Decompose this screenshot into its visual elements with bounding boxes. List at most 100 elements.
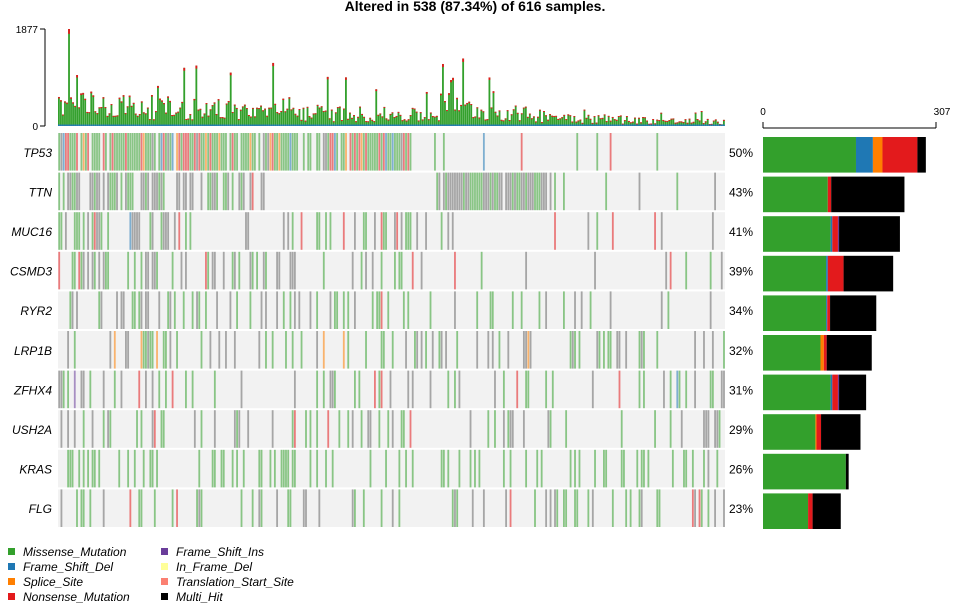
tmb-bar-nonsense bbox=[361, 113, 363, 115]
tmb-bar-nonsense bbox=[316, 104, 319, 106]
tmb-bar bbox=[98, 107, 101, 126]
mutation-cell bbox=[333, 133, 336, 171]
tmb-bar-missense bbox=[165, 112, 167, 126]
mutation-cell bbox=[509, 172, 512, 211]
tmb-bar bbox=[514, 105, 517, 126]
tmb-bar bbox=[332, 121, 335, 126]
gene-bar-segment bbox=[763, 493, 809, 529]
tmb-bar bbox=[76, 75, 79, 126]
mutation-cell bbox=[549, 489, 552, 527]
tmb-bar bbox=[241, 106, 244, 126]
tmb-bar-nonsense bbox=[617, 116, 620, 118]
tmb-bar bbox=[613, 119, 616, 126]
tmb-bar-frameshift bbox=[577, 124, 580, 126]
mutation-cell bbox=[89, 489, 92, 527]
mutation-cell bbox=[358, 370, 361, 409]
tmb-bar-frameshift bbox=[308, 124, 311, 126]
mutation-cell bbox=[113, 331, 116, 369]
tmb-bar-nonsense bbox=[169, 100, 171, 103]
tmb-bar-frameshift bbox=[100, 124, 103, 126]
tmb-bar-nonsense bbox=[330, 109, 333, 111]
mutation-cell bbox=[351, 251, 354, 290]
mutation-cell bbox=[189, 133, 192, 171]
mutation-cell bbox=[233, 410, 236, 448]
tmb-bar-missense bbox=[266, 115, 268, 126]
mutation-cell bbox=[145, 251, 147, 290]
mutation-cell bbox=[89, 172, 92, 211]
mutation-cell bbox=[707, 489, 710, 527]
mutation-cell bbox=[525, 172, 528, 211]
mutation-cell bbox=[402, 291, 405, 329]
tmb-bar bbox=[132, 102, 135, 126]
mutation-cell bbox=[240, 370, 243, 409]
mutation-cell bbox=[242, 133, 245, 171]
tmb-bar bbox=[510, 114, 513, 126]
mutation-cell bbox=[596, 212, 599, 250]
tmb-bar-frameshift bbox=[300, 124, 303, 126]
matrix-row-csmd3 bbox=[58, 251, 725, 290]
tmb-bar-nonsense bbox=[256, 107, 258, 109]
tmb-bar-frameshift bbox=[437, 124, 440, 126]
tmb-bar bbox=[225, 103, 228, 126]
mutation-cell bbox=[465, 172, 467, 211]
tmb-bar bbox=[306, 106, 309, 126]
tmb-bar-frameshift bbox=[648, 124, 651, 126]
tmb-bar bbox=[413, 108, 416, 126]
tmb-bar-nonsense bbox=[211, 105, 214, 107]
mutation-cell bbox=[714, 410, 716, 448]
tmb-bar bbox=[274, 103, 277, 126]
tmb-bar-nonsense bbox=[270, 107, 273, 109]
tmb-bar-frameshift bbox=[591, 124, 594, 126]
mutation-cell bbox=[365, 331, 367, 369]
tmb-bar-frameshift bbox=[508, 124, 511, 126]
tmb-bar-frameshift bbox=[496, 124, 499, 126]
mutation-cell bbox=[107, 212, 110, 250]
tmb-bar-missense bbox=[229, 72, 232, 126]
mutation-cell bbox=[591, 489, 594, 527]
tmb-bar-frameshift bbox=[306, 124, 309, 126]
mutation-cell bbox=[147, 133, 150, 171]
mutation-cell bbox=[711, 212, 714, 250]
tmb-bar-nonsense bbox=[585, 117, 588, 119]
mutation-cell bbox=[487, 410, 490, 448]
tmb-bar bbox=[211, 105, 214, 126]
mutation-cell bbox=[447, 449, 450, 488]
tmb-bar bbox=[636, 123, 638, 126]
mutation-cell bbox=[718, 410, 721, 448]
tmb-bar-missense bbox=[122, 95, 125, 126]
mutation-cell bbox=[683, 449, 685, 488]
mutation-cell bbox=[87, 251, 90, 290]
tmb-bar-frameshift bbox=[587, 124, 590, 126]
tmb-bar-nonsense bbox=[264, 108, 266, 110]
mutation-cell bbox=[91, 172, 94, 211]
mutation-cell bbox=[182, 291, 185, 329]
mutation-cell bbox=[527, 172, 530, 211]
mutation-cell bbox=[76, 172, 78, 211]
tmb-bar bbox=[377, 114, 380, 126]
mutation-cell bbox=[67, 449, 70, 488]
tmb-bar bbox=[674, 122, 677, 126]
mutation-cell bbox=[131, 133, 134, 171]
tmb-bar-missense bbox=[349, 112, 351, 126]
tmb-bar-missense bbox=[474, 116, 477, 126]
mutation-cell bbox=[140, 291, 143, 329]
tmb-bar-frameshift bbox=[486, 124, 489, 126]
mutation-cell bbox=[469, 410, 472, 448]
mutation-cell bbox=[82, 449, 85, 488]
tmb-bar-missense bbox=[110, 104, 113, 126]
tmb-bar-nonsense bbox=[470, 104, 473, 106]
mutation-cell bbox=[656, 489, 659, 527]
mutation-cell bbox=[451, 489, 454, 527]
tmb-bar-missense bbox=[128, 95, 131, 126]
mutation-cell bbox=[236, 449, 238, 488]
tmb-bar-nonsense bbox=[704, 121, 707, 123]
tmb-bar bbox=[221, 117, 224, 126]
tmb-bar-frameshift bbox=[718, 124, 721, 126]
tmb-bar-frameshift bbox=[88, 124, 91, 126]
tmb-bar-nonsense bbox=[72, 102, 74, 104]
tmb-bar bbox=[231, 112, 234, 126]
tmb-bar-missense bbox=[116, 115, 119, 126]
gene-bar-segment bbox=[843, 255, 894, 292]
tmb-bar-frameshift bbox=[460, 124, 463, 126]
tmb-bar-nonsense bbox=[385, 118, 388, 120]
